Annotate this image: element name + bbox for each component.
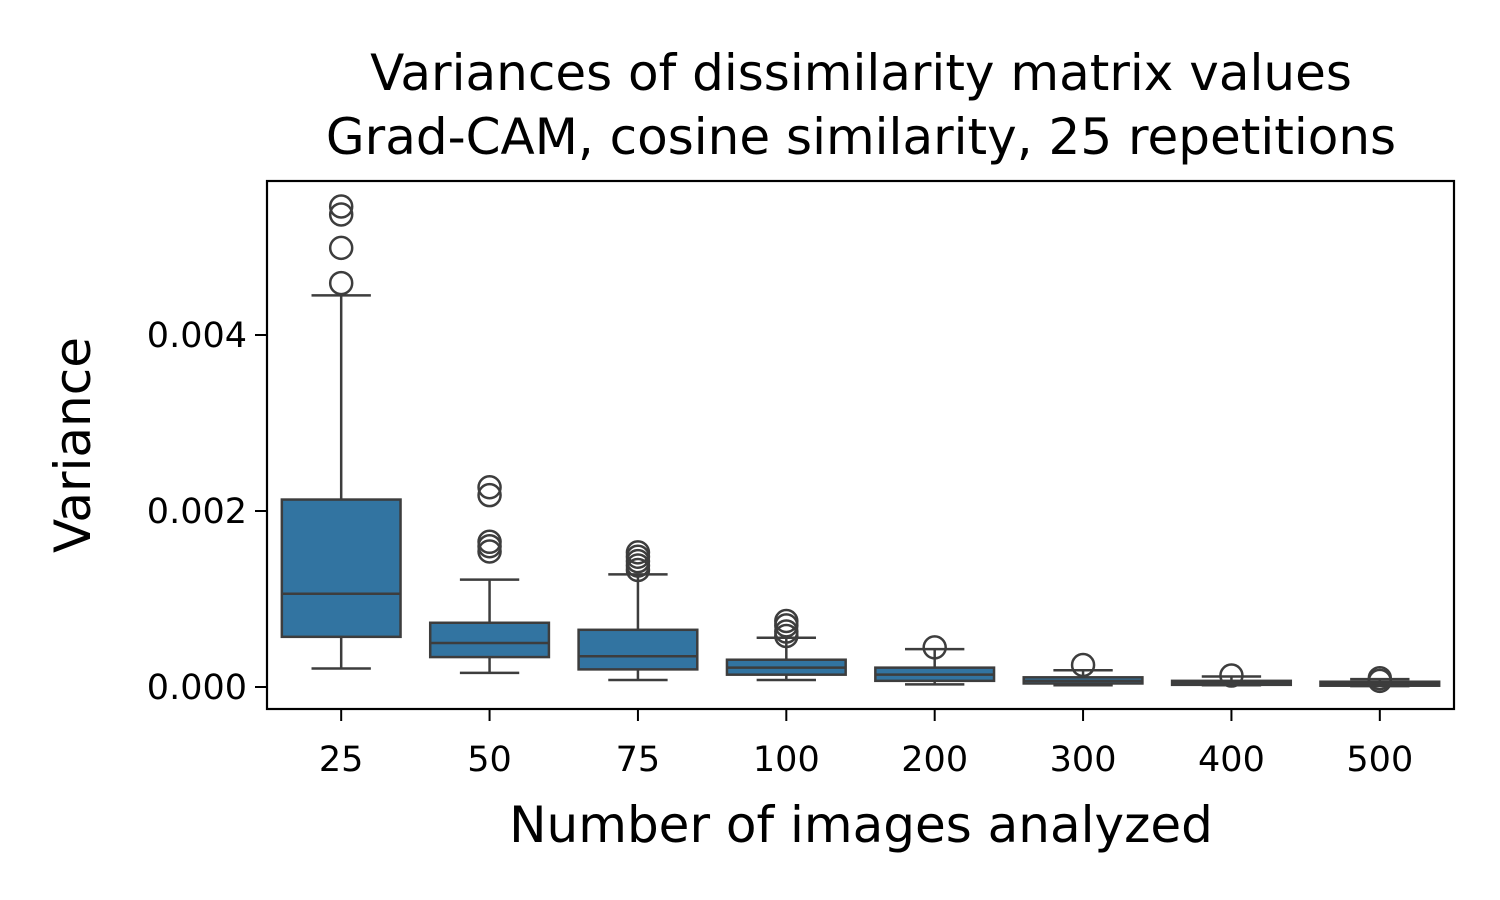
box-group-25 (280, 194, 402, 670)
x-tick-label: 200 (901, 740, 968, 780)
outlier-point (922, 635, 947, 660)
outlier-point (477, 529, 502, 555)
outlier-point (477, 539, 502, 564)
y-axis-label: Variance (44, 337, 102, 553)
outlier-point (328, 235, 354, 261)
outlier-point (1070, 652, 1096, 678)
box-group-50 (428, 474, 551, 675)
plot-area (280, 194, 1441, 694)
x-tick-label: 50 (467, 740, 512, 780)
x-tick-label: 25 (319, 740, 364, 780)
outlier-point (1219, 663, 1244, 688)
box (428, 621, 551, 659)
chart-title: Variances of dissimilarity matrix values (370, 44, 1352, 102)
x-tick-label: 100 (753, 740, 820, 780)
outlier-point (328, 202, 354, 227)
outlier-point (774, 608, 799, 634)
outlier-point (774, 619, 799, 644)
x-tick-label: 300 (1050, 740, 1117, 780)
outlier-point (328, 270, 354, 296)
chart-subtitle: Grad-CAM, cosine similarity, 25 repetiti… (326, 108, 1396, 166)
box-group-75 (577, 540, 699, 682)
outlier-point (328, 194, 354, 219)
x-tick-label: 500 (1346, 740, 1413, 780)
box-group-400 (1170, 663, 1293, 688)
x-tick-label: 75 (616, 740, 661, 780)
box-group-300 (1022, 652, 1144, 687)
box-group-500 (1319, 665, 1441, 694)
box (280, 498, 402, 639)
y-tick-label: 0.004 (147, 316, 247, 356)
y-tick-label: 0.000 (147, 668, 247, 708)
x-tick-label: 400 (1198, 740, 1265, 780)
y-tick-label: 0.002 (147, 492, 247, 532)
outlier-point (625, 540, 651, 565)
outlier-point (477, 482, 502, 508)
outlier-point (1367, 665, 1393, 691)
x-axis-label: Number of images analyzed (509, 796, 1213, 854)
box-group-100 (725, 608, 847, 682)
outlier-point (477, 474, 502, 500)
plot-frame (265, 179, 1456, 711)
box (577, 628, 699, 671)
box-group-200 (874, 635, 996, 686)
